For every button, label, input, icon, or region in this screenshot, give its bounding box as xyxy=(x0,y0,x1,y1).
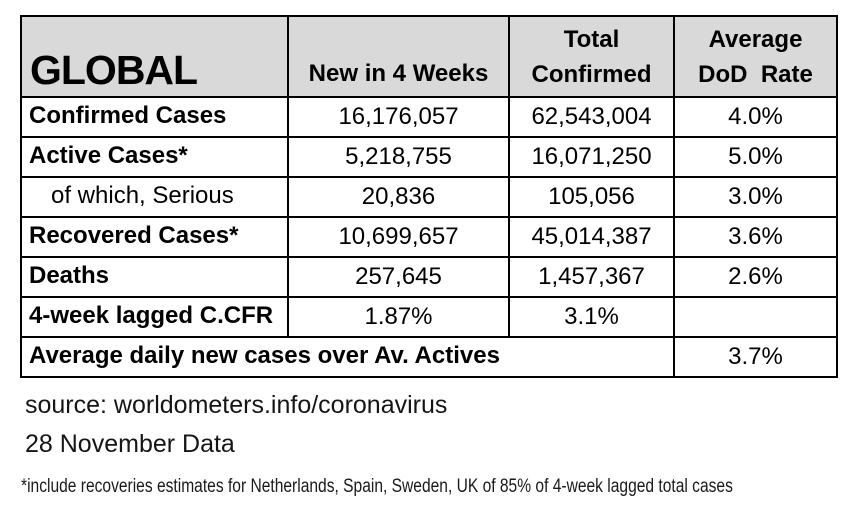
deaths-new-4-weeks: 257,645 xyxy=(287,256,510,298)
avg-daily-over-actives-label: Average daily new cases over Av. Actives xyxy=(20,336,675,378)
data-date-text: 28 November Data xyxy=(25,430,235,458)
recoveries-footnote: *include recoveries estimates for Nether… xyxy=(21,476,851,498)
ccfr-label: 4-week lagged C.CFR xyxy=(20,296,289,338)
table-title-global: GLOBAL xyxy=(20,15,289,98)
confirmed-cases-new-4-weeks: 16,176,057 xyxy=(287,96,510,138)
header-average-line2: DoD Rate xyxy=(698,60,813,88)
deaths-total: 1,457,367 xyxy=(508,256,675,298)
recoveries-footnote-text: *include recoveries estimates for Nether… xyxy=(21,476,733,497)
row-of-which-serious: of which, Serious 20,836 105,056 3.0% xyxy=(20,176,838,218)
header-average-dod-rate: Average DoD Rate xyxy=(673,15,838,98)
recovered-cases-new-4-weeks: 10,699,657 xyxy=(287,216,510,258)
serious-total: 105,056 xyxy=(508,176,675,218)
row-average-daily-new-over-actives: Average daily new cases over Av. Actives… xyxy=(20,336,838,378)
avg-daily-over-actives-value: 3.7% xyxy=(673,336,838,378)
recovered-cases-dod-rate: 3.6% xyxy=(673,216,838,258)
ccfr-new-4-weeks: 1.87% xyxy=(287,296,510,338)
active-cases-total: 16,071,250 xyxy=(508,136,675,178)
confirmed-cases-total: 62,543,004 xyxy=(508,96,675,138)
header-total-line1: Total xyxy=(563,25,620,53)
header-new-in-4-weeks: New in 4 Weeks xyxy=(287,15,510,98)
row-confirmed-cases: Confirmed Cases 16,176,057 62,543,004 4.… xyxy=(20,96,838,138)
row-recovered-cases: Recovered Cases* 10,699,657 45,014,387 3… xyxy=(20,216,838,258)
recovered-cases-label: Recovered Cases* xyxy=(20,216,289,258)
serious-new-4-weeks: 20,836 xyxy=(287,176,510,218)
serious-label: of which, Serious xyxy=(20,176,289,218)
ccfr-dod-rate-empty-cell xyxy=(673,296,838,338)
source-text: source: worldometers.info/coronavirus xyxy=(25,391,448,419)
confirmed-cases-label: Confirmed Cases xyxy=(20,96,289,138)
header-average-line1: Average xyxy=(708,25,803,53)
serious-dod-rate: 3.0% xyxy=(673,176,838,218)
confirmed-cases-dod-rate: 4.0% xyxy=(673,96,838,138)
global-stats-table: GLOBAL New in 4 Weeks Total Confirmed Av… xyxy=(20,15,838,378)
active-cases-dod-rate: 5.0% xyxy=(673,136,838,178)
table-header-row: GLOBAL New in 4 Weeks Total Confirmed Av… xyxy=(20,15,838,98)
recovered-cases-total: 45,014,387 xyxy=(508,216,675,258)
header-total-line2: Confirmed xyxy=(531,60,652,88)
row-active-cases: Active Cases* 5,218,755 16,071,250 5.0% xyxy=(20,136,838,178)
active-cases-new-4-weeks: 5,218,755 xyxy=(287,136,510,178)
row-deaths: Deaths 257,645 1,457,367 2.6% xyxy=(20,256,838,298)
active-cases-label: Active Cases* xyxy=(20,136,289,178)
deaths-label: Deaths xyxy=(20,256,289,298)
deaths-dod-rate: 2.6% xyxy=(673,256,838,298)
header-total-confirmed: Total Confirmed xyxy=(508,15,675,98)
ccfr-total: 3.1% xyxy=(508,296,675,338)
row-4-week-lagged-ccfr: 4-week lagged C.CFR 1.87% 3.1% xyxy=(20,296,838,338)
